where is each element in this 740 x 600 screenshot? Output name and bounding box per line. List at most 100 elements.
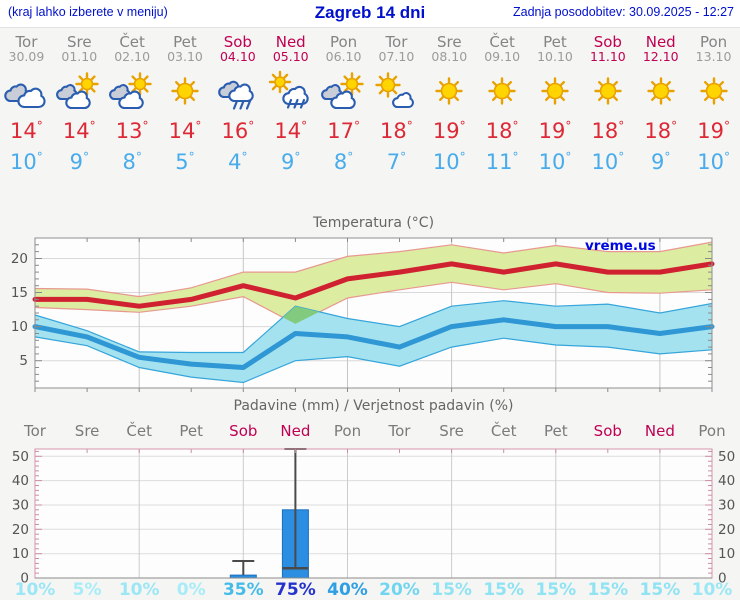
precip-probability: 0% — [177, 580, 206, 600]
day-name: Ned — [645, 33, 676, 51]
precip-probability: 10% — [119, 580, 160, 600]
day-name: Sre — [436, 33, 462, 51]
sunny-icon — [171, 77, 199, 105]
weather-icon-cell — [0, 73, 53, 111]
day-name: Sre — [66, 33, 92, 51]
precip-probability: 35% — [223, 580, 264, 600]
temp-min: 5° — [175, 150, 195, 174]
precip-y-tick-left: 30 — [12, 498, 29, 514]
forecast-strip: Tor 30.09 14° 10° Sre 01.10 14° 9° Čet 02.10 13° 8°… — [0, 28, 740, 174]
forecast-day-column: Čet 02.10 13° 8° — [106, 28, 159, 174]
day-name: Tor — [15, 33, 38, 51]
cloudy-icon — [4, 83, 47, 109]
forecast-day-column: Tor 07.10 18° 7° — [370, 28, 423, 174]
forecast-day-column: Ned 05.10 14° 9° — [264, 28, 317, 174]
precip-y-tick-left: 50 — [12, 449, 29, 465]
precip-probability: 10% — [15, 580, 56, 600]
temp-min: 10° — [697, 150, 730, 174]
precip-day-label: Pon — [698, 422, 725, 440]
day-name: Sob — [223, 33, 252, 51]
precip-day-label: Sob — [229, 422, 257, 440]
temp-min: 11° — [485, 150, 519, 174]
temp-y-tick: 15 — [11, 285, 28, 301]
day-date: 11.10 — [589, 49, 626, 64]
temp-max: 19° — [697, 119, 730, 143]
precip-probability: 15% — [431, 580, 472, 600]
temp-max: 14° — [274, 119, 308, 143]
sunny-icon — [488, 77, 516, 105]
weather-icon-cell — [159, 73, 212, 111]
day-date: 04.10 — [219, 49, 256, 64]
day-name: Sob — [593, 33, 622, 51]
precip-day-label: Ned — [645, 422, 675, 440]
precip-day-label: Pon — [334, 422, 361, 440]
forecast-day-column: Sre 01.10 14° 9° — [53, 28, 106, 174]
weather-icon-cell — [476, 73, 529, 111]
temp-max: 18° — [644, 119, 678, 143]
temp-y-tick: 20 — [11, 251, 28, 267]
day-name: Pet — [543, 33, 567, 51]
day-date: 30.09 — [8, 49, 45, 64]
temp-min: 10° — [10, 150, 43, 174]
sunny-icon — [594, 77, 622, 105]
temperature-chart: 5 10 15 20 Temperatura (°C) vreme.us — [11, 215, 715, 392]
day-name: Ned — [275, 33, 306, 51]
forecast-day-column: Tor 30.09 14° 10° — [0, 28, 53, 174]
precip-y-tick-right: 10 — [718, 546, 735, 562]
weather-icon-cell — [106, 72, 159, 111]
forecast-day-column: Pet 10.10 19° 10° — [529, 28, 582, 174]
temp-min: 8° — [122, 150, 142, 174]
rain-icon — [218, 80, 254, 110]
precip-probability: 75% — [275, 580, 316, 600]
temp-max: 18° — [485, 119, 519, 143]
day-date: 01.10 — [61, 49, 98, 64]
precip-probability: 5% — [73, 580, 102, 600]
precip-day-label: Ned — [280, 422, 310, 440]
precip-y-tick-right: 30 — [718, 498, 735, 514]
precip-day-label: Tor — [23, 422, 47, 440]
temp-max: 14° — [10, 119, 43, 143]
precip-y-tick-left: 10 — [12, 546, 29, 562]
weather-icon-cell — [581, 73, 634, 111]
precip-probability: 40% — [327, 580, 368, 600]
min-temperatura-line — [32, 317, 715, 370]
day-date: 08.10 — [431, 49, 468, 64]
mostly-sunny-icon — [375, 72, 415, 109]
precip-y-tick-right: 20 — [718, 522, 735, 538]
temp-max: 19° — [432, 119, 466, 143]
max-temperatura-line — [32, 261, 715, 309]
weather-icon-cell — [264, 70, 317, 111]
precip-probability: 10% — [692, 580, 733, 600]
header-bar: (kraj lahko izberete v meniju) Zagreb 14… — [0, 0, 740, 28]
temp-min: 10° — [591, 150, 625, 174]
page-title: Zagreb 14 dni — [314, 3, 426, 22]
weather-icon-cell — [211, 73, 264, 111]
sunny-icon — [435, 77, 463, 105]
temp-min: 10° — [432, 150, 466, 174]
temp-y-tick: 10 — [11, 319, 28, 335]
forecast-day-column: Sre 08.10 19° 10° — [423, 28, 476, 174]
day-date: 02.10 — [114, 49, 151, 64]
temp-max: 13° — [115, 119, 149, 143]
forecast-day-column: Sob 11.10 18° 10° — [581, 28, 634, 174]
temp-min: 7° — [386, 150, 407, 174]
weather-icon-cell — [687, 73, 740, 111]
temp-max: 19° — [538, 119, 572, 143]
sunny-icon — [699, 77, 728, 105]
weather-icon-cell — [423, 73, 476, 111]
forecast-day-column: Pon 06.10 17° 8° — [317, 28, 370, 174]
day-name: Pon — [699, 33, 728, 51]
weather-icon-cell — [634, 73, 687, 111]
precip-probability: 15% — [587, 580, 628, 600]
temp-chart-title: Temperatura (°C) — [312, 215, 434, 231]
day-date: 05.10 — [272, 49, 309, 64]
precip-day-label: Čet — [126, 421, 152, 440]
precip-y-tick-left: 20 — [12, 522, 29, 538]
forecast-day-column: Pon 13.10 19° 10° — [687, 28, 740, 174]
forecast-day-column: Ned 12.10 18° 9° — [634, 28, 687, 174]
temp-max: 14° — [168, 119, 202, 143]
precipitation-chart: 0 0 10 10 20 20 30 30 40 40 50 50 Tor 10% Sre 5% Čet 10% P… — [12, 398, 735, 600]
precip-day-label: Tor — [388, 422, 412, 440]
weather-icon-cell — [53, 72, 106, 111]
precip-day-label: Sre — [75, 422, 100, 440]
